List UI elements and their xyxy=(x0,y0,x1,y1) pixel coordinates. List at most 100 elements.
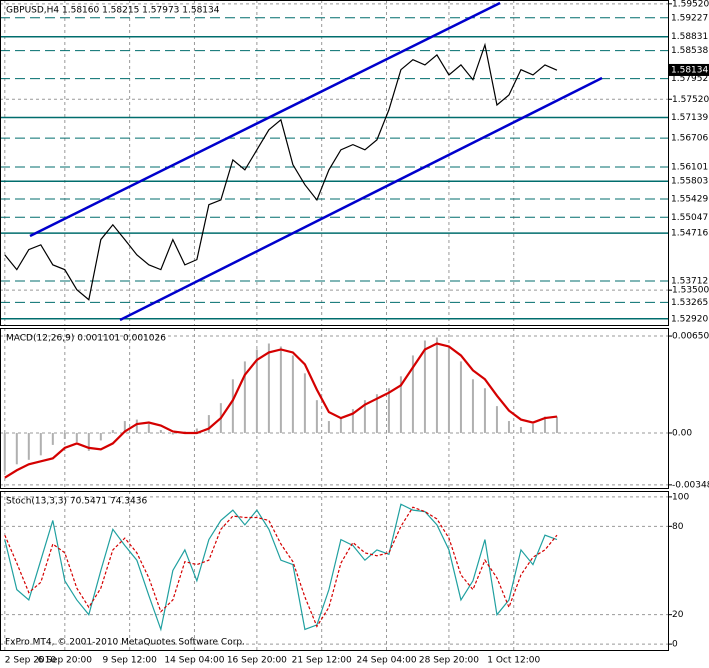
macd-bar xyxy=(459,361,462,433)
macd-bar xyxy=(99,432,102,441)
macd-bar xyxy=(243,361,246,433)
macd-bar xyxy=(555,416,558,433)
level-label-bg xyxy=(669,194,709,205)
macd-bar xyxy=(411,355,414,433)
macd-bar xyxy=(15,432,18,465)
macd-bar xyxy=(255,349,258,433)
macd-bar xyxy=(471,379,474,433)
x-tick-label: 1 Oct 12:00 xyxy=(487,656,540,666)
level-label-bg xyxy=(669,45,709,56)
macd-bar xyxy=(303,373,306,433)
macd-bar xyxy=(3,432,6,472)
level-label-bg xyxy=(669,297,709,308)
level-label: 1.59227 xyxy=(671,13,708,23)
level-label-bg xyxy=(669,161,709,172)
macd-bar xyxy=(63,432,66,439)
panel-title: MACD(12,26,9) 0.001101 0.001026 xyxy=(6,334,166,344)
y-tick-label: 0.00 xyxy=(672,428,692,438)
macd-bar xyxy=(159,429,162,433)
level-label: 1.54716 xyxy=(671,229,708,239)
macd-bar xyxy=(351,409,354,433)
level-label-bg xyxy=(669,112,709,123)
macd-bar xyxy=(27,432,30,460)
level-label: 1.53265 xyxy=(671,298,708,308)
level-label: 1.55803 xyxy=(671,177,708,187)
macd-bar xyxy=(111,429,114,433)
macd-bar xyxy=(147,424,150,433)
channel-lower xyxy=(119,76,603,322)
macd-bar xyxy=(75,432,78,442)
last-price: 1.58134 xyxy=(671,65,708,75)
level-label-bg xyxy=(669,12,709,23)
x-tick-label: 16 Sep 20:00 xyxy=(227,656,287,666)
footer: FxPro MT4, © 2001-2010 MetaQuotes Softwa… xyxy=(5,638,245,648)
level-label: 1.52920 xyxy=(671,314,708,324)
level-label-bg xyxy=(669,31,709,42)
last-price-box xyxy=(669,63,709,76)
macd-bar xyxy=(447,346,450,433)
channel-upper xyxy=(29,1,501,238)
x-tick-label: 6 Sep 20:00 xyxy=(38,656,93,666)
macd-bar xyxy=(267,343,270,433)
y-tick-label: 0.00650 xyxy=(672,332,709,342)
y-tick-label: 20 xyxy=(672,610,684,620)
level-label: 1.58538 xyxy=(671,46,708,56)
series-line xyxy=(4,42,558,301)
y-tick-label: 1.57520 xyxy=(672,95,709,105)
macd-bar xyxy=(87,432,90,451)
y-tick-label: 1.53500 xyxy=(672,286,709,296)
x-tick-label: 21 Sep 12:00 xyxy=(292,656,352,666)
macd-bar xyxy=(495,406,498,433)
x-tick-label: 24 Sep 04:00 xyxy=(356,656,416,666)
level-label: 1.55429 xyxy=(671,195,708,205)
macd-bar xyxy=(363,400,366,433)
macd-bar xyxy=(531,424,534,433)
level-label: 1.56706 xyxy=(671,134,708,144)
macd-bar xyxy=(39,432,42,456)
macd-bar xyxy=(207,415,210,433)
macd-bar xyxy=(483,388,486,433)
macd-bar xyxy=(387,388,390,433)
panel-border xyxy=(0,491,669,651)
panel-border xyxy=(0,328,669,489)
panel-title: GBPUSD,H4 1.58160 1.58215 1.57973 1.5813… xyxy=(6,6,220,16)
level-label-bg xyxy=(669,313,709,324)
y-tick-label: 1.59520 xyxy=(672,0,709,9)
macd-bar xyxy=(171,432,174,435)
level-label-bg xyxy=(669,275,709,286)
y-tick-label: 100 xyxy=(672,492,689,502)
series-line xyxy=(4,503,558,632)
macd-bar xyxy=(435,337,438,433)
series-line xyxy=(4,506,558,628)
macd-bar xyxy=(423,340,426,433)
level-label: 1.55047 xyxy=(671,213,708,223)
macd-bar xyxy=(543,416,546,433)
level-label-bg xyxy=(669,228,709,239)
level-label-bg xyxy=(669,212,709,223)
x-tick-label: 9 Sep 12:00 xyxy=(102,656,157,666)
series-line xyxy=(4,342,558,479)
macd-bar xyxy=(375,394,378,433)
macd-bar xyxy=(135,419,138,433)
macd-bar xyxy=(519,427,522,433)
level-label: 1.53712 xyxy=(671,276,708,286)
panel-title: Stoch(13,3,3) 70.5471 74.3436 xyxy=(6,497,147,507)
macd-bar xyxy=(315,400,318,433)
x-tick-label: 28 Sep 20:00 xyxy=(419,656,479,666)
x-tick-label: 2 Sep 2010 xyxy=(5,656,57,666)
macd-bar xyxy=(279,346,282,433)
level-label: 1.58831 xyxy=(671,32,708,42)
level-label: 1.57139 xyxy=(671,113,708,123)
macd-bar xyxy=(51,432,54,445)
y-tick-label: 0 xyxy=(672,640,678,650)
level-label-bg xyxy=(669,176,709,187)
macd-bar xyxy=(123,421,126,433)
macd-bar xyxy=(507,421,510,433)
macd-bar xyxy=(339,418,342,433)
macd-bar xyxy=(327,421,330,433)
level-label: 1.57952 xyxy=(671,74,708,84)
x-tick-label: 14 Sep 04:00 xyxy=(164,656,224,666)
